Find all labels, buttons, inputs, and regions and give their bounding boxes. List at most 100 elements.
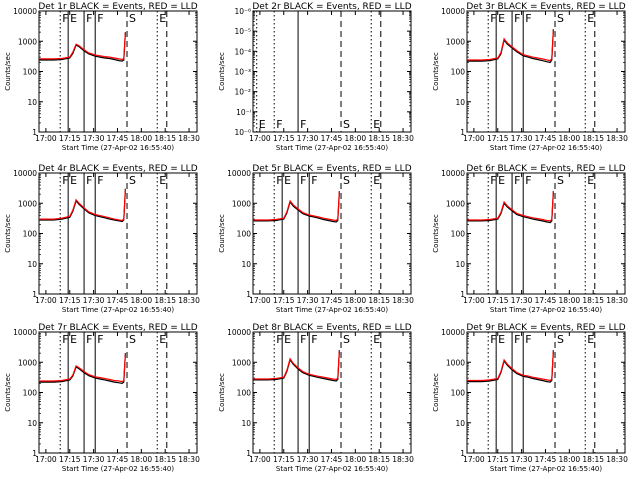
y-tick-label: 1	[32, 128, 37, 137]
panel-title: Det 9r BLACK = Events, RED = LLD	[466, 323, 625, 333]
y-tick-label: 1	[246, 449, 251, 458]
x-tick-label: 17:00	[463, 455, 485, 464]
series-events	[39, 188, 126, 223]
marker-label: E	[498, 174, 505, 187]
x-tick-label: 17:30	[297, 455, 319, 464]
y-axis-label: Counts/sec	[218, 52, 226, 91]
marker-label: E	[373, 333, 380, 346]
panel-title: Det 5r BLACK = Events, RED = LLD	[252, 164, 411, 174]
marker-label: E	[587, 333, 594, 346]
marker-label: S	[557, 12, 564, 25]
y-tick-label: 10000	[13, 328, 37, 337]
y-tick-label: 10000	[441, 328, 465, 337]
y-tick-label: 10⁻²	[234, 88, 251, 97]
marker-label: S	[343, 333, 350, 346]
y-tick-label: 1	[460, 290, 465, 299]
y-tick-label: 10000	[227, 328, 251, 337]
x-axis-label: Start Time (27-Apr-02 16:55:40)	[276, 144, 388, 152]
y-tick-label: 100	[23, 68, 38, 77]
marker-label: F	[300, 118, 306, 131]
y-axis-label: Counts/sec	[432, 373, 440, 412]
x-tick-label: 18:30	[178, 455, 200, 464]
marker-label: F	[514, 12, 520, 25]
y-tick-label: 1	[32, 290, 37, 299]
y-tick-label: 10⁻ⁱ	[236, 108, 251, 117]
x-axis-label: Start Time (27-Apr-02 16:55:40)	[490, 465, 602, 473]
marker-label: S	[557, 174, 564, 187]
x-tick-label: 17:30	[83, 455, 105, 464]
x-tick-label: 18:15	[154, 455, 176, 464]
marker-label: F	[62, 174, 68, 187]
plot-frame	[38, 172, 198, 295]
series-lld	[39, 188, 126, 222]
series-lld	[467, 191, 554, 222]
x-tick-label: 17:15	[487, 296, 509, 305]
x-tick-label: 18:30	[392, 296, 414, 305]
x-tick-label: 18:15	[154, 296, 176, 305]
y-tick-label: 10000	[441, 169, 465, 178]
y-axis-label: Counts/sec	[4, 214, 12, 253]
panel-title: Det 1r BLACK = Events, RED = LLD	[38, 2, 197, 12]
marker-label: S	[343, 174, 350, 187]
panel-title: Det 8r BLACK = Events, RED = LLD	[252, 323, 411, 333]
marker-label: F	[311, 174, 317, 187]
marker-label: E	[373, 174, 380, 187]
x-tick-label: 18:30	[606, 296, 628, 305]
x-tick-label: 18:00	[559, 134, 581, 143]
y-tick-label: 10⁻⁴	[234, 47, 251, 56]
y-axis-label: Counts/sec	[4, 373, 12, 412]
series-lld	[39, 353, 126, 383]
series-lld	[39, 32, 126, 61]
y-tick-label: 1	[32, 449, 37, 458]
marker-label: F	[86, 333, 92, 346]
series-events	[467, 191, 554, 224]
panel-det-4: Det 4r BLACK = Events, RED = LLD Counts/s…	[4, 164, 200, 314]
x-axis-label: Start Time (27-Apr-02 16:55:40)	[62, 465, 174, 473]
x-tick-label: 18:15	[154, 134, 176, 143]
x-tick-label: 17:00	[249, 134, 271, 143]
marker-label: S	[129, 333, 136, 346]
x-tick-label: 17:00	[249, 455, 271, 464]
y-axis-label: Counts/sec	[432, 52, 440, 91]
y-tick-label: 1000	[18, 199, 37, 208]
x-tick-label: 17:00	[463, 296, 485, 305]
marker-label: F	[276, 118, 282, 131]
series-events	[39, 32, 126, 62]
marker-label: E	[587, 174, 594, 187]
x-tick-label: 18:00	[131, 296, 153, 305]
x-tick-label: 17:15	[59, 455, 81, 464]
panel-title: Det 4r BLACK = Events, RED = LLD	[38, 164, 197, 174]
y-tick-label: 100	[23, 230, 38, 239]
y-tick-label: 10	[27, 419, 37, 428]
x-tick-label: 18:15	[368, 134, 390, 143]
x-tick-label: 17:15	[273, 134, 295, 143]
marker-label: F	[525, 12, 531, 25]
y-tick-label: 100	[237, 389, 252, 398]
series-events	[253, 350, 340, 382]
marker-label: F	[300, 333, 306, 346]
plot-frame	[38, 331, 198, 454]
y-axis-label: Counts/sec	[4, 52, 12, 91]
x-tick-label: 17:30	[297, 134, 319, 143]
marker-label: F	[276, 333, 282, 346]
marker-label: E	[373, 118, 380, 131]
x-tick-label: 18:30	[392, 455, 414, 464]
series-lld	[253, 350, 340, 381]
x-tick-label: 18:15	[582, 296, 604, 305]
series-events	[253, 191, 340, 223]
x-tick-label: 18:30	[606, 134, 628, 143]
y-tick-label: 10	[27, 260, 37, 269]
marker-label: F	[62, 333, 68, 346]
y-tick-label: 1	[460, 128, 465, 137]
series-lld	[253, 191, 340, 222]
x-tick-label: 17:45	[107, 134, 129, 143]
x-tick-label: 17:45	[107, 296, 129, 305]
marker-label: F	[86, 12, 92, 25]
panel-det-2: Det 2r BLACK = Events, RED = LLD Counts/s…	[218, 2, 414, 152]
y-tick-label: 10000	[13, 7, 37, 16]
marker-label: S	[129, 12, 136, 25]
panel-det-8: Det 8r BLACK = Events, RED = LLD Counts/s…	[218, 323, 414, 473]
marker-label: S	[343, 118, 350, 131]
y-tick-label: 10	[241, 260, 251, 269]
